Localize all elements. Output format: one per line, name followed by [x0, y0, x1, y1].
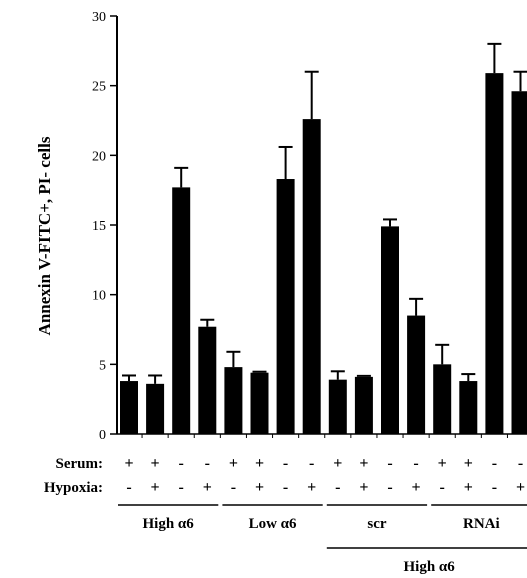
serum-sign: +	[333, 455, 342, 472]
group-labels: High α6 Low α6 scr RNAi High α6	[118, 504, 527, 575]
serum-row-label: Serum:	[56, 456, 104, 472]
condition-rows: Serum: + + - - + + - - + + - - + + - - Hypoxia: - + - + - + - + - +…	[44, 455, 525, 496]
group-label: scr	[367, 516, 386, 532]
y-axis-label: Annexin V-FITC+, PI- cells	[35, 136, 54, 335]
bar	[276, 179, 295, 434]
serum-sign: +	[229, 455, 238, 472]
bar	[459, 381, 478, 434]
y-tick-label: 30	[92, 10, 106, 25]
serum-sign: +	[124, 455, 133, 472]
hypoxia-sign: +	[255, 479, 264, 496]
serum-sign: -	[387, 455, 392, 472]
y-tick-label: 0	[99, 428, 106, 443]
hypoxia-sign: +	[203, 479, 212, 496]
hypoxia-sign: -	[231, 479, 236, 496]
bar	[120, 381, 138, 434]
group-label: High α6	[142, 516, 194, 532]
bar	[407, 315, 426, 434]
bar	[172, 187, 191, 434]
hypoxia-sign: -	[126, 479, 131, 496]
bar	[198, 326, 217, 434]
bar	[302, 119, 321, 435]
serum-sign: +	[359, 455, 368, 472]
y-tick-label: 10	[92, 289, 106, 304]
bar	[328, 379, 347, 434]
hypoxia-row-label: Hypoxia:	[44, 480, 103, 496]
hypoxia-sign: -	[387, 479, 392, 496]
bars	[120, 42, 527, 435]
serum-sign: -	[492, 455, 497, 472]
bar	[381, 226, 399, 434]
group-label: RNAi	[463, 516, 500, 532]
hypoxia-sign: -	[283, 479, 288, 496]
hypoxia-sign: -	[440, 479, 445, 496]
hypoxia-sign: -	[492, 479, 497, 496]
hypoxia-sign: +	[464, 479, 473, 496]
serum-sign: -	[413, 455, 418, 472]
bar	[354, 376, 373, 434]
y-tick-label: 5	[99, 358, 106, 373]
y-tick-label: 25	[92, 80, 106, 95]
serum-sign: -	[179, 455, 184, 472]
bar	[146, 383, 165, 434]
bar	[250, 372, 269, 434]
bar	[433, 364, 452, 434]
hypoxia-sign: +	[359, 479, 368, 496]
supergroup-label: High α6	[403, 559, 455, 575]
hypoxia-sign: +	[516, 479, 525, 496]
serum-sign: +	[438, 455, 447, 472]
hypoxia-sign: +	[151, 479, 160, 496]
serum-sign: -	[205, 455, 210, 472]
bar	[511, 91, 527, 435]
y-tick-label: 15	[92, 219, 106, 234]
serum-sign: -	[283, 455, 288, 472]
serum-sign: +	[255, 455, 264, 472]
hypoxia-sign: +	[307, 479, 316, 496]
serum-sign: +	[151, 455, 160, 472]
serum-sign: +	[464, 455, 473, 472]
x-axis	[117, 433, 527, 438]
group-label: Low α6	[249, 516, 297, 532]
bar	[485, 73, 504, 435]
hypoxia-sign: +	[412, 479, 421, 496]
serum-sign: -	[518, 455, 523, 472]
serum-sign: -	[309, 455, 314, 472]
y-tick-label: 20	[92, 149, 106, 164]
hypoxia-sign: -	[335, 479, 340, 496]
y-axis: 0 5 10 15 20 25 30	[92, 10, 118, 443]
bar	[224, 367, 243, 434]
hypoxia-sign: -	[179, 479, 184, 496]
